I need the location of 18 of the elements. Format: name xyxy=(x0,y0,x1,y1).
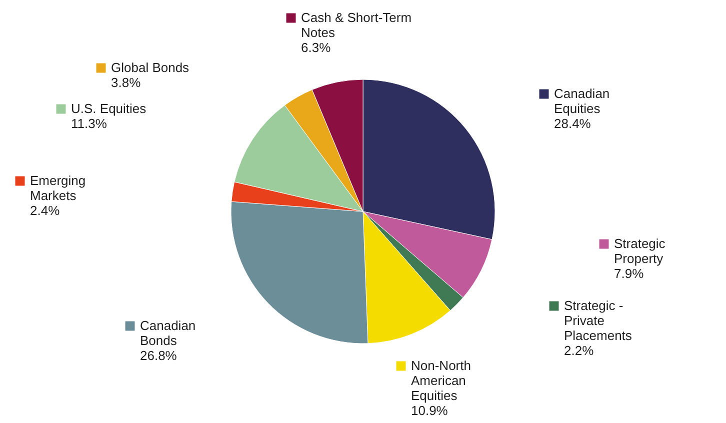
legend-label: Global Bonds xyxy=(111,60,190,75)
data-label: 2.2% xyxy=(564,343,594,358)
data-label: 2.4% xyxy=(30,203,60,218)
data-label: 3.8% xyxy=(111,75,142,90)
data-label: 6.3% xyxy=(301,40,332,55)
data-label: 11.3% xyxy=(71,116,108,131)
legend-label: Non-North American Equities xyxy=(411,358,471,403)
legend-label: U.S. Equities xyxy=(71,101,147,116)
data-label: 28.4% xyxy=(554,116,592,131)
legend-label: Emerging Markets xyxy=(30,173,86,203)
legend-label: Canadian Equities xyxy=(554,86,610,116)
legend-label: Cash & Short-Term Notes xyxy=(301,10,412,40)
data-label: 10.9% xyxy=(411,403,448,418)
legend-label: Strategic - Private Placements xyxy=(564,298,632,343)
data-label: 7.9% xyxy=(614,266,644,281)
data-label: 26.8% xyxy=(140,348,178,363)
legend-label: Strategic Property xyxy=(614,236,666,266)
legend-label: Canadian Bonds xyxy=(140,318,196,348)
